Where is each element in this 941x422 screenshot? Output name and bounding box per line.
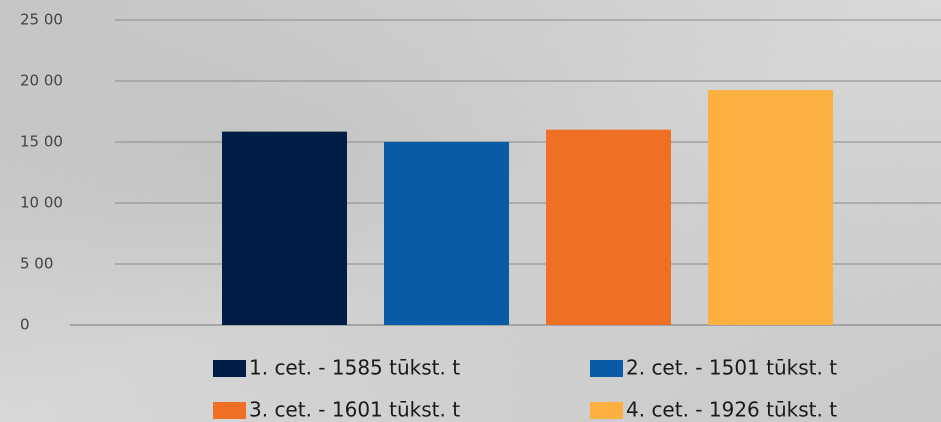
bar <box>222 132 347 325</box>
legend-label: 4. cet. - 1926 tūkst. t <box>626 398 837 422</box>
bar <box>708 90 833 325</box>
y-tick-label: 0 <box>20 316 30 334</box>
y-tick-label: 15 00 <box>20 133 63 151</box>
y-tick-label: 10 00 <box>20 194 63 212</box>
bar <box>546 130 671 325</box>
y-tick-label: 20 00 <box>20 72 63 90</box>
page: 0 5 00 10 00 15 00 20 00 25 00 1. cet. - 1585 … <box>0 0 941 422</box>
y-tick-label: 25 00 <box>20 11 63 29</box>
legend-swatch <box>590 360 623 377</box>
legend-swatch <box>213 402 246 419</box>
legend-label: 2. cet. - 1501 tūkst. t <box>626 356 837 380</box>
legend-label: 3. cet. - 1601 tūkst. t <box>249 398 460 422</box>
legend-swatch <box>590 402 623 419</box>
legend-swatch <box>213 360 246 377</box>
legend-label: 1. cet. - 1585 tūkst. t <box>249 356 460 380</box>
chart: 0 5 00 10 00 15 00 20 00 25 00 1. cet. - 1585 … <box>0 0 941 422</box>
y-tick-label: 5 00 <box>20 255 53 273</box>
bar <box>384 142 509 325</box>
